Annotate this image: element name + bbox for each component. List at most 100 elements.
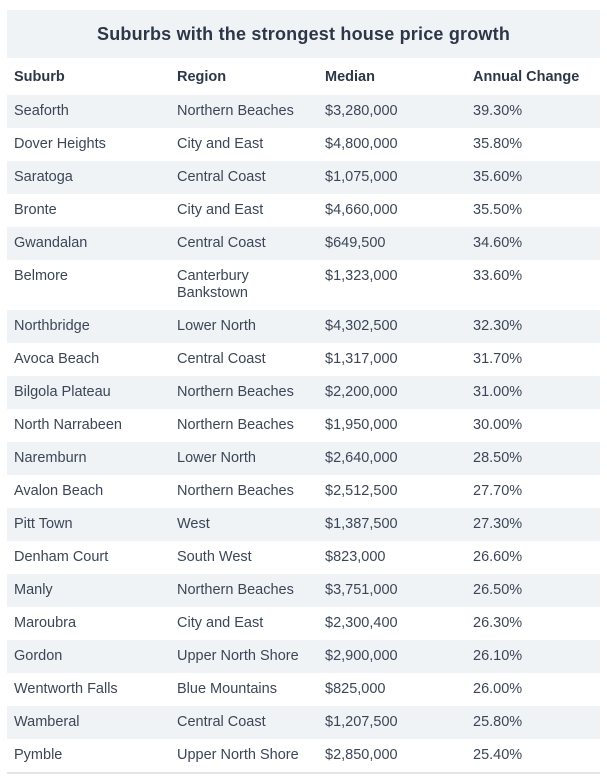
header-row: Suburb Region Median Annual Change	[7, 58, 600, 95]
house-price-table: Suburb Region Median Annual Change Seafo…	[7, 58, 600, 774]
cell-median: $2,300,400	[325, 615, 398, 631]
cell-suburb: Belmore	[14, 268, 68, 284]
cell-median: $2,850,000	[325, 747, 398, 763]
cell-suburb: Seaforth	[14, 103, 69, 119]
cell-suburb: Pitt Town	[14, 516, 73, 532]
cell-suburb: Pymble	[14, 747, 63, 763]
cell-median: $823,000	[325, 549, 386, 565]
cell-region: Canterbury Bankstown	[177, 268, 249, 301]
cell-annual-change: 26.30%	[473, 615, 523, 631]
cell-region: Lower North	[177, 450, 256, 466]
cell-suburb: Wamberal	[14, 714, 80, 730]
cell-annual-change: 35.60%	[473, 169, 523, 185]
cell-annual-change: 30.00%	[473, 417, 523, 433]
cell-region: City and East	[177, 615, 264, 631]
cell-region: Central Coast	[177, 351, 266, 367]
cell-annual-change: 25.80%	[473, 714, 523, 730]
cell-annual-change: 33.60%	[473, 268, 523, 284]
cell-median: $1,387,500	[325, 516, 398, 532]
table-row: Bilgola Plateau Northern Beaches $2,200,00…	[7, 376, 600, 409]
cell-region: Central Coast	[177, 714, 266, 730]
house-price-growth-widget: Suburbs with the strongest house price g…	[7, 10, 600, 774]
cell-region: Northern Beaches	[177, 384, 294, 400]
table-row: Manly Northern Beaches $3,751,000 26.50%	[7, 574, 600, 607]
cell-region: Blue Mountains	[177, 681, 277, 697]
table-row: Wentworth Falls Blue Mountains $825,000 26.…	[7, 673, 600, 706]
table-row: Wamberal Central Coast $1,207,500 25.80%	[7, 706, 600, 739]
cell-annual-change: 26.00%	[473, 681, 523, 697]
cell-annual-change: 31.00%	[473, 384, 523, 400]
cell-median: $3,751,000	[325, 582, 398, 598]
table-row: Gwandalan Central Coast $649,500 34.60%	[7, 227, 600, 260]
cell-suburb: Manly	[14, 582, 53, 598]
cell-annual-change: 31.70%	[473, 351, 523, 367]
cell-annual-change: 26.50%	[473, 582, 523, 598]
cell-annual-change: 35.80%	[473, 136, 523, 152]
cell-median: $1,075,000	[325, 169, 398, 185]
cell-median: $2,200,000	[325, 384, 398, 400]
cell-median: $2,512,500	[325, 483, 398, 499]
cell-region: City and East	[177, 202, 264, 218]
cell-region: Lower North	[177, 318, 256, 334]
table-row: Pitt Town West $1,387,500 27.30%	[7, 508, 600, 541]
cell-median: $2,900,000	[325, 648, 398, 664]
table-row: Avoca Beach Central Coast $1,317,000 31.70%	[7, 343, 600, 376]
cell-region: Northern Beaches	[177, 483, 294, 499]
cell-annual-change: 34.60%	[473, 235, 523, 251]
cell-suburb: Gwandalan	[14, 235, 88, 251]
table-body: Seaforth Northern Beaches $3,280,000 39.30%…	[7, 95, 600, 773]
cell-median: $4,660,000	[325, 202, 398, 218]
cell-median: $3,280,000	[325, 103, 398, 119]
cell-median: $2,640,000	[325, 450, 398, 466]
cell-region: Upper North Shore	[177, 648, 299, 664]
cell-annual-change: 26.10%	[473, 648, 523, 664]
cell-suburb: Denham Court	[14, 549, 109, 565]
cell-suburb: Naremburn	[14, 450, 87, 466]
cell-suburb: Northbridge	[14, 318, 90, 334]
cell-region: West	[177, 516, 210, 532]
cell-suburb: Avoca Beach	[14, 351, 100, 367]
cell-region: South West	[177, 549, 252, 565]
cell-region: Upper North Shore	[177, 747, 299, 763]
table-row: Maroubra City and East $2,300,400 26.30%	[7, 607, 600, 640]
cell-suburb: Gordon	[14, 648, 63, 664]
cell-annual-change: 35.50%	[473, 202, 523, 218]
cell-region: Northern Beaches	[177, 103, 294, 119]
cell-median: $825,000	[325, 681, 386, 697]
cell-annual-change: 26.60%	[473, 549, 523, 565]
cell-region: City and East	[177, 136, 264, 152]
page-title: Suburbs with the strongest house price g…	[96, 23, 511, 44]
column-header-region: Region	[170, 58, 318, 95]
cell-suburb: Maroubra	[14, 615, 77, 631]
cell-suburb: Dover Heights	[14, 136, 106, 152]
cell-region: Northern Beaches	[177, 417, 294, 433]
cell-median: $1,207,500	[325, 714, 398, 730]
cell-suburb: Saratoga	[14, 169, 73, 185]
cell-region: Central Coast	[177, 169, 266, 185]
column-header-suburb: Suburb	[7, 58, 170, 95]
table-row: Naremburn Lower North $2,640,000 28.50%	[7, 442, 600, 475]
cell-region: Northern Beaches	[177, 582, 294, 598]
cell-annual-change: 39.30%	[473, 103, 523, 119]
cell-annual-change: 27.30%	[473, 516, 523, 532]
table-row: Gordon Upper North Shore $2,900,000 26.10%	[7, 640, 600, 673]
table-row: Seaforth Northern Beaches $3,280,000 39.30%	[7, 95, 600, 128]
cell-median: $4,302,500	[325, 318, 398, 334]
title-bar: Suburbs with the strongest house price g…	[7, 10, 600, 58]
cell-suburb: Bronte	[14, 202, 57, 218]
table-row: Bronte City and East $4,660,000 35.50%	[7, 194, 600, 227]
cell-suburb: Bilgola Plateau	[14, 384, 111, 400]
column-header-annual-change: Annual Change	[466, 58, 600, 95]
cell-annual-change: 25.40%	[473, 747, 523, 763]
table-header: Suburb Region Median Annual Change	[7, 58, 600, 95]
cell-median: $1,323,000	[325, 268, 398, 284]
cell-annual-change: 27.70%	[473, 483, 523, 499]
table-row: Saratoga Central Coast $1,075,000 35.60%	[7, 161, 600, 194]
cell-suburb: Avalon Beach	[14, 483, 104, 499]
cell-annual-change: 32.30%	[473, 318, 523, 334]
cell-region: Central Coast	[177, 235, 266, 251]
cell-suburb: Wentworth Falls	[14, 681, 118, 697]
cell-median: $1,950,000	[325, 417, 398, 433]
cell-annual-change: 28.50%	[473, 450, 523, 466]
table-row: Dover Heights City and East $4,800,000 35.8…	[7, 128, 600, 161]
